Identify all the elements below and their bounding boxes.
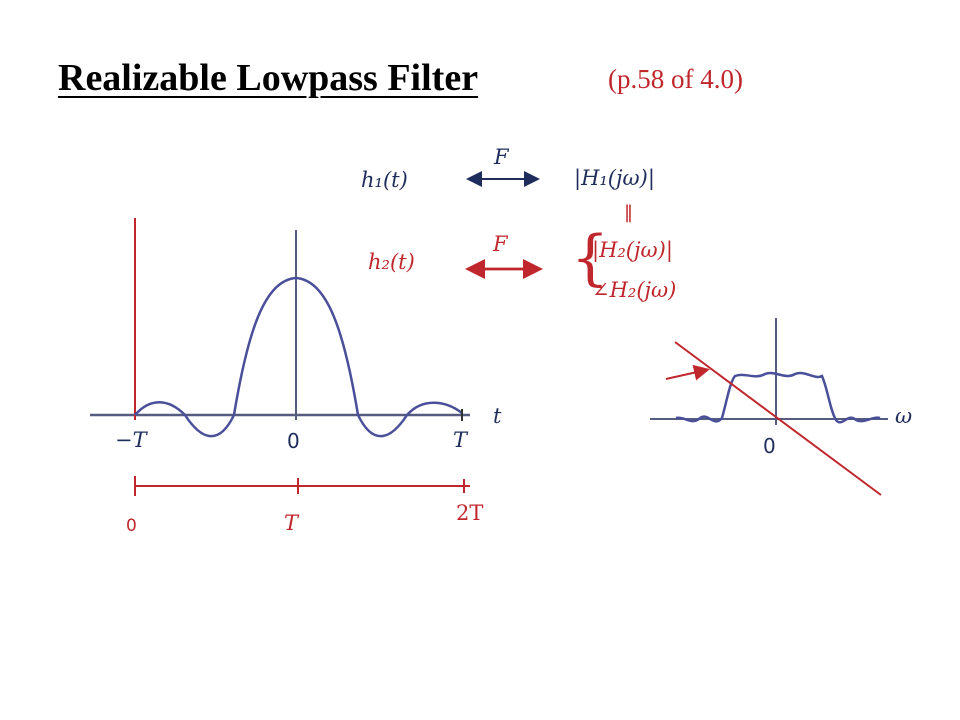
page-title: Realizable Lowpass Filter — [58, 57, 479, 99]
H1-magnitude-label: |H₁(jω)| — [574, 166, 655, 190]
page-subtitle: (p.58 of 4.0) — [608, 64, 743, 94]
h1-label: h₁(t) — [361, 168, 408, 192]
H2-magnitude-label: |H₂(jω)| — [592, 238, 673, 262]
freq-origin-label: 0 — [763, 434, 776, 458]
tick-T: T — [453, 428, 468, 452]
h2-label: h₂(t) — [368, 250, 415, 274]
H2-phase-label: ∠H₂(jω) — [592, 278, 677, 302]
sinc-curve — [134, 276, 463, 438]
shifted-tick-label-T: T — [284, 511, 299, 535]
lowpass-magnitude-curve — [675, 371, 881, 424]
shifted-tick-label-2T: 2T — [456, 501, 484, 525]
brace-icon: { — [571, 223, 610, 293]
tick-minus-T: −T — [115, 428, 147, 452]
freq-axis-label: ω — [895, 404, 913, 428]
tick-zero: 0 — [287, 429, 300, 453]
fourier-op-2: F — [493, 232, 508, 256]
time-axis-label: t — [493, 404, 502, 428]
equal-symbol: ‖ — [624, 202, 633, 223]
shifted-tick-label-0: 0 — [126, 516, 137, 536]
fourier-op-1: F — [494, 145, 509, 169]
phase-pointer-arrow — [665, 364, 710, 381]
